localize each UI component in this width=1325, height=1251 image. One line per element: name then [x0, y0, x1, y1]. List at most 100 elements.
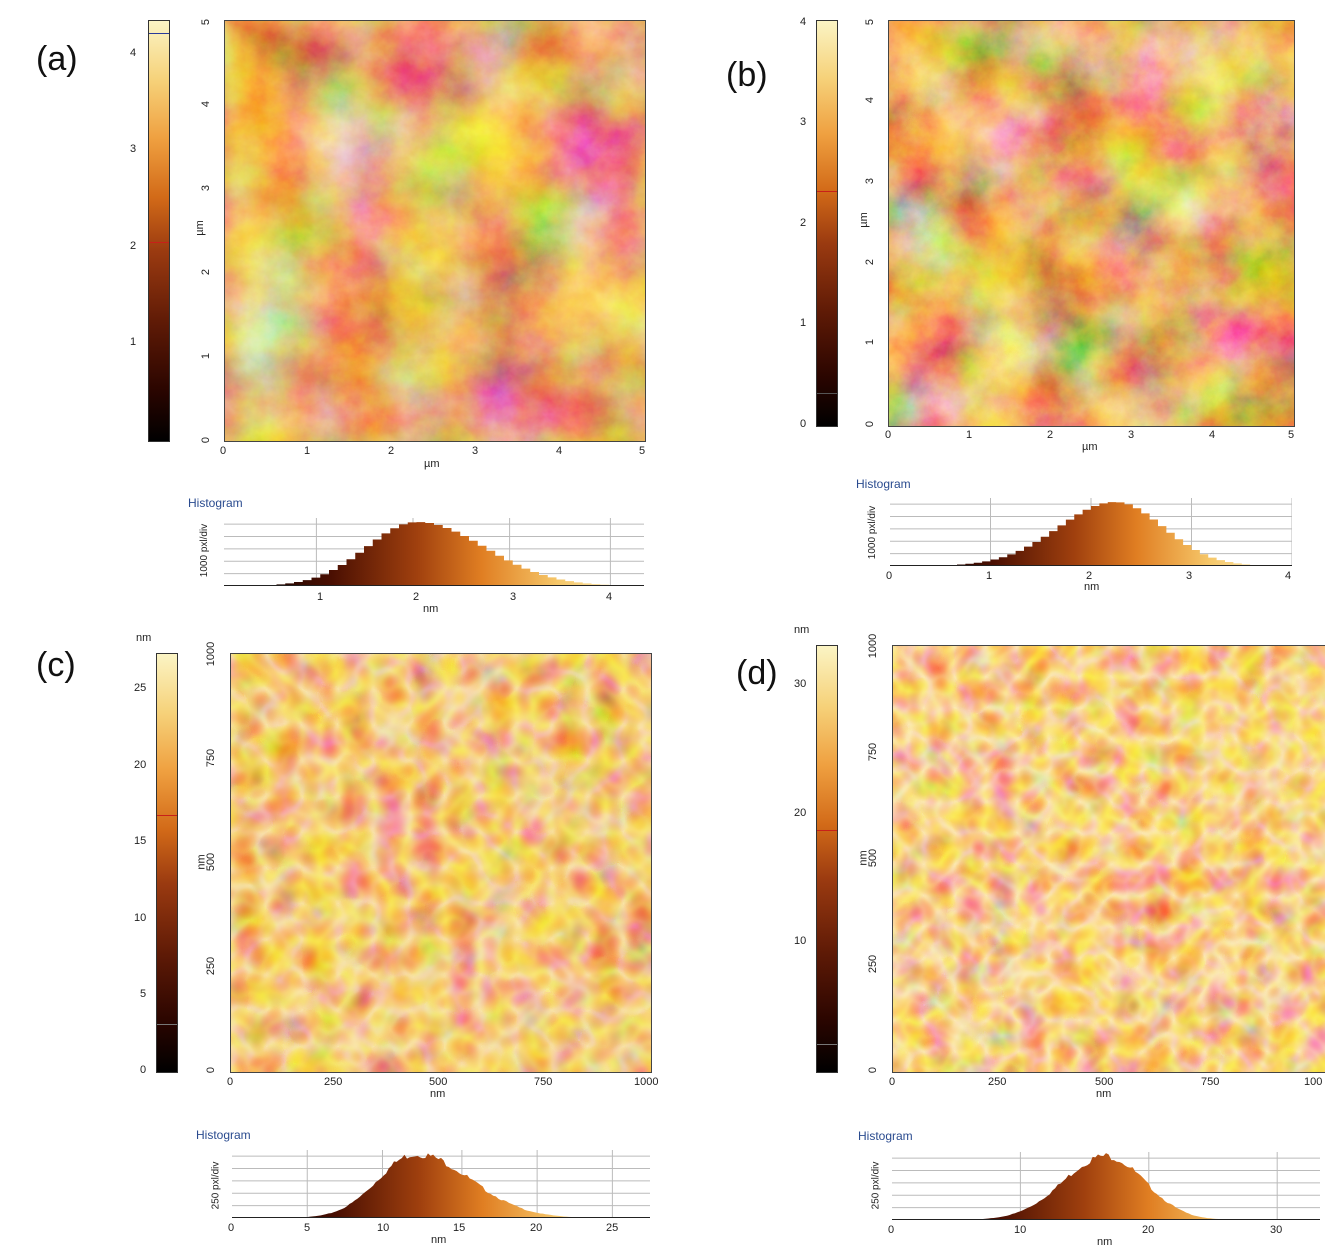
histogram-tick-b: 1 — [986, 570, 993, 582]
x-tick-b: 5 — [1288, 429, 1295, 441]
x-tick-b: 2 — [1047, 429, 1054, 441]
histogram-unit-c: nm — [431, 1234, 447, 1246]
x-tick-b: 3 — [1128, 429, 1135, 441]
y-tick-b: 4 — [864, 96, 877, 104]
x-tick-a: 0 — [220, 445, 227, 457]
afm-texture-d — [893, 646, 1325, 1072]
histogram-title-d: Histogram — [858, 1129, 913, 1143]
histogram-distribution — [890, 502, 1301, 566]
y-unit-b: µm — [857, 212, 870, 228]
histogram-tick-c: 5 — [304, 1222, 311, 1234]
colorbar-c — [156, 653, 178, 1073]
colorbar-c-low-marker — [157, 1024, 177, 1025]
histogram-tick-d: 10 — [1014, 1224, 1027, 1236]
histogram-title-c: Histogram — [196, 1128, 251, 1142]
x-tick-d: 250 — [988, 1076, 1007, 1088]
x-tick-b: 1 — [966, 429, 973, 441]
afm-texture-a — [225, 21, 645, 441]
histogram-ylabel-d: 250 pxl/div — [870, 1161, 882, 1210]
afm-texture-c — [231, 654, 651, 1072]
y-tick-b: 2 — [864, 258, 877, 266]
panel-label-c: (c) — [36, 646, 76, 684]
histogram-ylabel-a: 1000 pxl/div — [199, 523, 211, 578]
colorbar-c-unit: nm — [136, 632, 152, 644]
x-tick-a: 1 — [304, 445, 311, 457]
histogram-title-a: Histogram — [188, 496, 243, 510]
x-tick-d: 0 — [889, 1076, 896, 1088]
histogram-tick-a: 1 — [317, 591, 324, 603]
histogram-tick-a: 4 — [606, 591, 613, 603]
colorbar-a-tick: 1 — [130, 336, 137, 348]
histogram-tick-b: 4 — [1285, 570, 1292, 582]
y-tick-b: 3 — [864, 177, 877, 185]
y-tick-c: 0 — [205, 1066, 218, 1074]
colorbar-b-low-marker — [817, 393, 837, 394]
colorbar-d-tick: 30 — [794, 678, 807, 690]
y-tick-b: 5 — [864, 18, 877, 26]
colorbar-d-low-marker — [817, 1044, 837, 1045]
colorbar-c-tick: 5 — [140, 988, 147, 1000]
panel-label-a: (a) — [36, 40, 78, 78]
y-tick-d: 250 — [867, 954, 880, 974]
x-tick-c: 0 — [227, 1076, 234, 1088]
histogram-title-b: Histogram — [856, 477, 911, 491]
y-unit-d: nm — [857, 850, 870, 866]
histogram-a — [224, 518, 653, 586]
histogram-tick-c: 15 — [453, 1222, 466, 1234]
histogram-tick-c: 25 — [606, 1222, 619, 1234]
colorbar-c-tick: 0 — [140, 1064, 147, 1076]
histogram-distribution — [892, 1153, 1320, 1220]
y-tick-a: 5 — [200, 18, 213, 26]
y-tick-c: 750 — [205, 748, 218, 768]
y-tick-d: 0 — [867, 1066, 880, 1074]
histogram-ylabel-c: 250 pxl/div — [210, 1161, 222, 1210]
x-tick-a: 5 — [639, 445, 646, 457]
histogram-unit-b: nm — [1084, 581, 1100, 593]
afm-image-b — [888, 20, 1295, 427]
colorbar-a-top-marker — [149, 33, 169, 34]
histogram-b — [890, 498, 1301, 566]
colorbar-c-tick: 10 — [134, 912, 147, 924]
colorbar-a-tick: 3 — [130, 143, 137, 155]
colorbar-a-tick: 4 — [130, 47, 137, 59]
histogram-tick-b: 2 — [1086, 570, 1093, 582]
y-unit-a: µm — [193, 220, 206, 236]
colorbar-d-tick: 20 — [794, 807, 807, 819]
afm-texture-b — [889, 21, 1294, 426]
x-unit-b: µm — [1082, 441, 1098, 453]
panel-label-d: (d) — [736, 654, 778, 692]
histogram-unit-a: nm — [423, 603, 439, 615]
x-unit-c: nm — [430, 1088, 446, 1100]
colorbar-a-tick: 2 — [130, 240, 137, 252]
y-tick-c: 1000 — [205, 641, 218, 667]
y-tick-a: 2 — [200, 268, 213, 276]
histogram-unit-d: nm — [1097, 1236, 1113, 1248]
colorbar-b-tick: 4 — [800, 16, 807, 28]
histogram-tick-c: 10 — [377, 1222, 390, 1234]
colorbar-c-tick: 20 — [134, 759, 147, 771]
histogram-d — [892, 1152, 1320, 1220]
histogram-plot-c — [232, 1150, 650, 1218]
afm-image-c — [230, 653, 652, 1073]
histogram-distribution — [232, 1153, 650, 1218]
colorbar-d — [816, 645, 838, 1073]
x-unit-a: µm — [424, 458, 440, 470]
histogram-tick-c: 0 — [228, 1222, 235, 1234]
x-unit-d: nm — [1096, 1088, 1112, 1100]
histogram-plot-b — [890, 498, 1301, 566]
histogram-ylabel-b: 1000 pxl/div — [867, 505, 879, 560]
x-tick-a: 2 — [388, 445, 395, 457]
histogram-tick-a: 2 — [413, 591, 420, 603]
histogram-tick-a: 3 — [510, 591, 517, 603]
colorbar-b — [816, 20, 838, 427]
histogram-tick-d: 20 — [1142, 1224, 1155, 1236]
panel-label-b: (b) — [726, 56, 768, 94]
y-tick-d: 1000 — [867, 633, 880, 659]
colorbar-b-tick: 0 — [800, 418, 807, 430]
colorbar-a-marker — [149, 242, 169, 243]
colorbar-b-tick: 3 — [800, 116, 807, 128]
histogram-c — [232, 1150, 650, 1218]
histogram-plot-d — [892, 1152, 1320, 1220]
x-tick-c: 1000 — [634, 1076, 659, 1088]
y-tick-b: 0 — [864, 420, 877, 428]
